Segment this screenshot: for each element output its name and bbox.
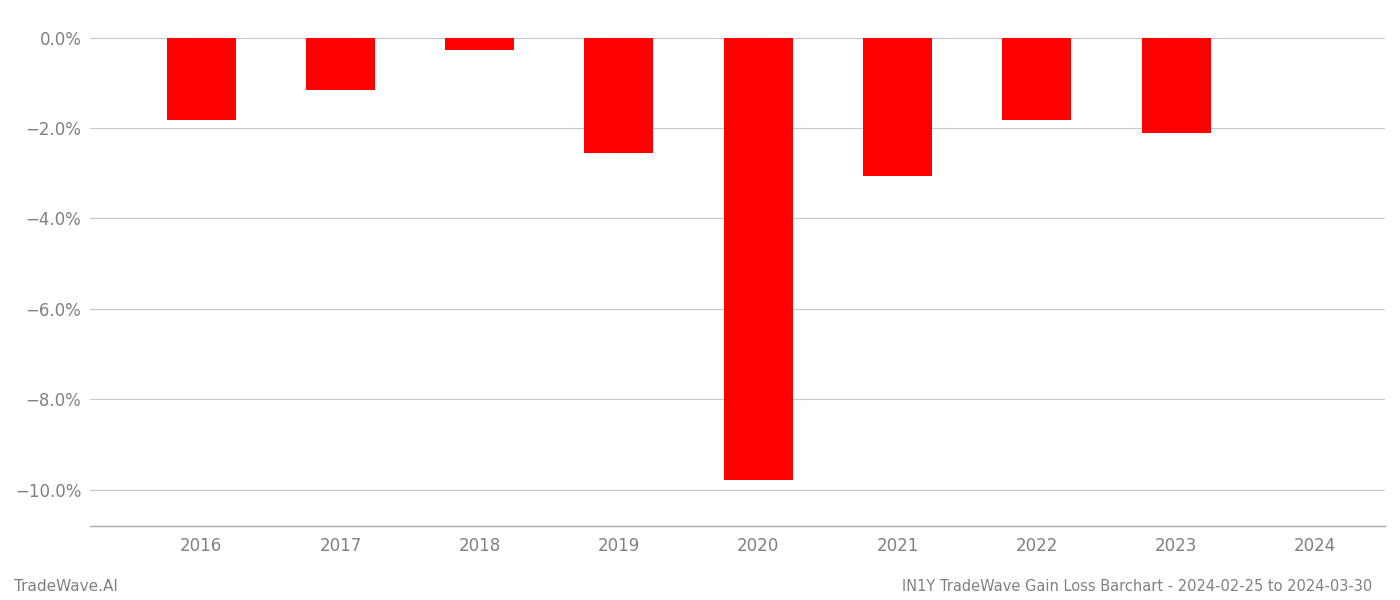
Bar bbox=[307, 38, 375, 89]
Bar bbox=[445, 38, 514, 50]
Bar bbox=[167, 38, 235, 120]
Bar bbox=[724, 38, 792, 480]
Bar bbox=[862, 38, 932, 176]
Text: IN1Y TradeWave Gain Loss Barchart - 2024-02-25 to 2024-03-30: IN1Y TradeWave Gain Loss Barchart - 2024… bbox=[902, 579, 1372, 594]
Bar bbox=[1141, 38, 1211, 133]
Bar bbox=[1002, 38, 1071, 120]
Bar bbox=[584, 38, 654, 153]
Text: TradeWave.AI: TradeWave.AI bbox=[14, 579, 118, 594]
